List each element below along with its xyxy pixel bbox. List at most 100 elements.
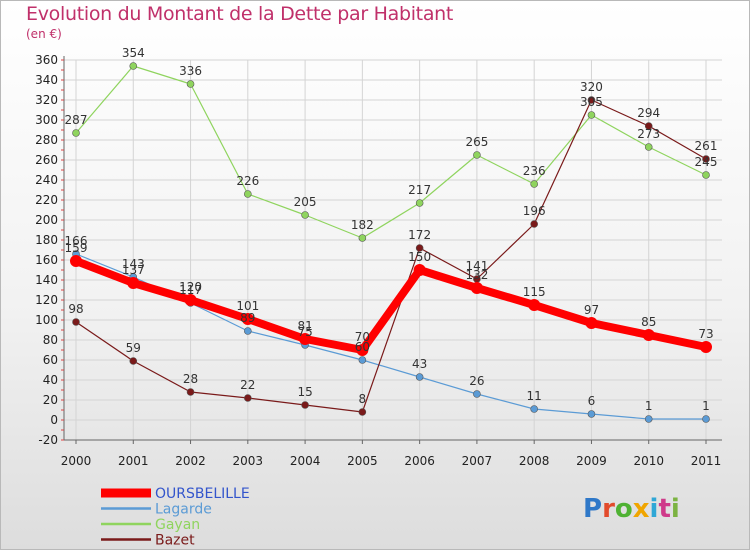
data-label: 97 [584, 303, 599, 317]
y-tick-label: 180 [35, 233, 58, 247]
data-point [70, 255, 82, 267]
data-point [129, 62, 138, 70]
data-point [528, 299, 541, 311]
data-point [530, 405, 538, 413]
data-label: 70 [355, 330, 370, 344]
data-label: 6 [588, 394, 596, 408]
data-label: 245 [695, 155, 718, 169]
y-tick-label: 260 [35, 153, 58, 167]
data-point [301, 401, 309, 409]
y-tick-label: 140 [35, 273, 58, 287]
data-point [184, 294, 197, 306]
logo-letter: x [633, 494, 650, 524]
data-label: 1 [702, 399, 710, 413]
data-label: 85 [641, 315, 656, 329]
data-label: 26 [469, 374, 484, 388]
x-tick-label: 2010 [633, 454, 664, 468]
data-label: 15 [297, 385, 312, 399]
data-label: 196 [523, 204, 546, 218]
series-group [70, 62, 712, 423]
grid [64, 59, 722, 441]
y-tick-label: 60 [43, 353, 58, 367]
legend-label: Lagarde [155, 502, 212, 518]
data-point [530, 220, 538, 228]
data-label: 305 [580, 95, 603, 109]
logo-letter: o [615, 494, 633, 524]
data-label: 101 [236, 299, 259, 313]
data-point [244, 327, 252, 335]
data-label: 137 [122, 263, 145, 277]
data-point [530, 180, 538, 188]
logo-letter: r [602, 494, 615, 524]
x-tick-label: 2002 [175, 454, 206, 468]
x-tick-label: 2011 [691, 454, 722, 468]
data-point [186, 80, 195, 88]
data-point [587, 111, 596, 119]
data-point [642, 329, 655, 341]
legend-label: Bazet [155, 533, 195, 549]
y-tick-label: 160 [35, 253, 58, 267]
data-label: 115 [523, 285, 546, 299]
x-tick-label: 2003 [233, 454, 264, 468]
data-point [473, 151, 481, 159]
data-point [129, 357, 138, 365]
logo-letter: t [658, 494, 670, 524]
data-point [241, 313, 254, 325]
y-tick-label: 320 [35, 93, 58, 107]
series-line-lagarde [75, 253, 707, 420]
data-point [644, 415, 653, 423]
data-label: 132 [465, 268, 488, 282]
data-label: 159 [65, 241, 88, 255]
data-point [585, 317, 598, 329]
data-label: 89 [240, 311, 255, 325]
data-point [473, 390, 481, 398]
y-tick-label: -20 [38, 433, 58, 447]
logo-letter: P [583, 494, 602, 524]
data-point [127, 277, 140, 289]
logo-letter: i [650, 494, 659, 524]
chart-subtitle: (en €) [26, 27, 62, 41]
x-tick-label: 2001 [118, 454, 149, 468]
y-tick-label: 20 [43, 393, 58, 407]
data-label: 150 [408, 250, 431, 264]
data-label: 75 [297, 325, 312, 339]
chart-title: Evolution du Montant de la Dette par Hab… [26, 3, 454, 25]
data-label: 60 [355, 340, 370, 354]
data-label: 273 [637, 127, 660, 141]
data-point [72, 318, 80, 326]
data-label: 287 [65, 113, 88, 127]
proxiti-logo: Proxiti [583, 494, 680, 524]
data-point [358, 234, 367, 242]
y-tick-label: 280 [35, 133, 58, 147]
data-label: 81 [297, 319, 312, 333]
data-point [702, 171, 710, 179]
data-label: 320 [580, 80, 603, 94]
data-point [470, 282, 483, 294]
data-label: 8 [359, 392, 367, 406]
data-label: 98 [68, 302, 83, 316]
y-tick-label: 120 [35, 293, 58, 307]
series-line-gayan [75, 65, 707, 239]
data-point [415, 199, 424, 207]
y-tick-label: 240 [35, 173, 58, 187]
data-label: 117 [179, 283, 202, 297]
x-tick-label: 2006 [404, 454, 435, 468]
data-point [415, 244, 424, 252]
data-point [413, 264, 426, 276]
data-label: 1 [645, 399, 653, 413]
data-label: 236 [523, 164, 546, 178]
data-label: 28 [183, 372, 198, 386]
data-point [186, 388, 195, 396]
series-line-oursbelille [72, 257, 710, 354]
data-point [244, 190, 252, 198]
data-label: 143 [122, 257, 145, 271]
legend-label: OURSBELILLE [155, 486, 250, 502]
data-label: 73 [698, 327, 713, 341]
legend-label: Gayan [155, 517, 200, 533]
y-tick-label: 200 [35, 213, 58, 227]
data-point [700, 341, 712, 353]
data-label: 11 [527, 389, 542, 403]
data-label: 22 [240, 378, 255, 392]
